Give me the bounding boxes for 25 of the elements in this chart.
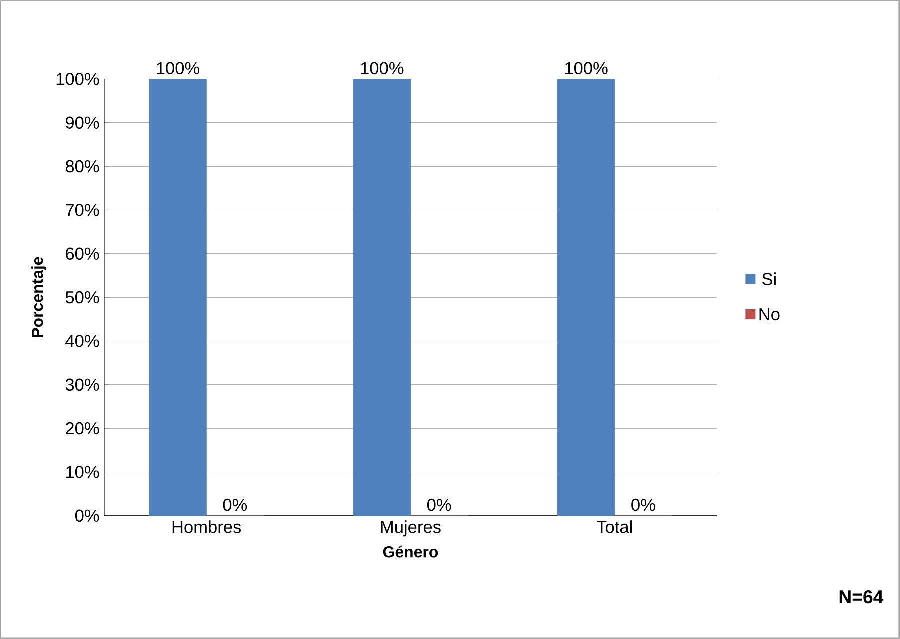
legend-label: Si bbox=[762, 272, 776, 286]
data-label: 0% bbox=[223, 498, 248, 512]
y-tick-label: 100% bbox=[56, 73, 100, 86]
y-tick-label: 0% bbox=[75, 510, 100, 522]
x-axis-title: Género bbox=[383, 546, 438, 558]
y-tick-label: 20% bbox=[66, 422, 100, 435]
data-label: 100% bbox=[361, 62, 404, 74]
data-label: 100% bbox=[565, 62, 608, 74]
legend-label: No bbox=[760, 308, 780, 321]
y-tick-label: 60% bbox=[66, 248, 100, 260]
y-tick-label: 40% bbox=[66, 335, 100, 348]
y-tick-label: 70% bbox=[66, 204, 100, 216]
data-label: 0% bbox=[632, 498, 656, 512]
data-label: 0% bbox=[427, 498, 452, 512]
text: N=64 bbox=[840, 590, 884, 604]
y-tick-label: 90% bbox=[66, 116, 100, 129]
y-tick-label: 80% bbox=[66, 160, 100, 173]
data-label: 100% bbox=[157, 62, 200, 74]
x-tick-label: Total bbox=[596, 520, 632, 534]
x-tick-label: Mujeres bbox=[381, 520, 441, 537]
y-axis-title: Porcentaje bbox=[32, 257, 46, 338]
y-tick-label: 30% bbox=[66, 378, 100, 391]
x-tick-label: Hombres bbox=[172, 520, 242, 534]
y-tick-label: 50% bbox=[66, 291, 100, 304]
y-tick-label: 10% bbox=[66, 466, 100, 478]
